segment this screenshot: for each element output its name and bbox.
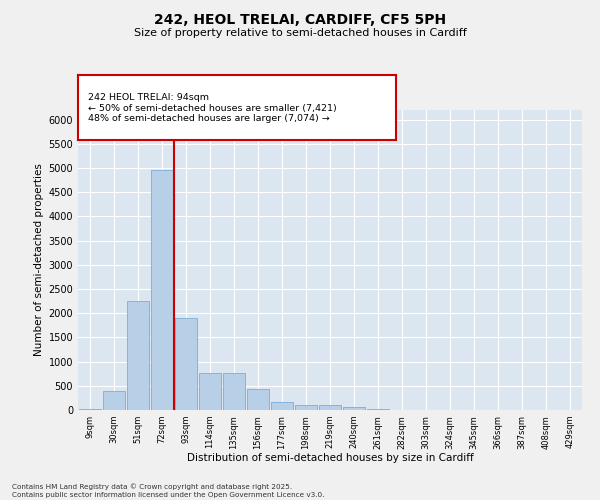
Bar <box>295 404 317 410</box>
X-axis label: Distribution of semi-detached houses by size in Cardiff: Distribution of semi-detached houses by … <box>187 453 473 463</box>
Bar <box>127 301 149 410</box>
Bar <box>343 407 365 410</box>
Bar <box>103 391 125 410</box>
Bar <box>271 402 293 410</box>
Text: Contains HM Land Registry data © Crown copyright and database right 2025.
Contai: Contains HM Land Registry data © Crown c… <box>12 484 325 498</box>
Text: 242 HEOL TRELAI: 94sqm
← 50% of semi-detached houses are smaller (7,421)
48% of : 242 HEOL TRELAI: 94sqm ← 50% of semi-det… <box>88 93 336 123</box>
Bar <box>367 408 389 410</box>
Y-axis label: Number of semi-detached properties: Number of semi-detached properties <box>34 164 44 356</box>
Bar <box>151 170 173 410</box>
Text: Size of property relative to semi-detached houses in Cardiff: Size of property relative to semi-detach… <box>134 28 466 38</box>
Bar <box>175 318 197 410</box>
Bar <box>319 405 341 410</box>
Bar <box>247 389 269 410</box>
Bar <box>199 373 221 410</box>
Bar <box>79 409 101 410</box>
Text: 242, HEOL TRELAI, CARDIFF, CF5 5PH: 242, HEOL TRELAI, CARDIFF, CF5 5PH <box>154 12 446 26</box>
Bar <box>223 373 245 410</box>
